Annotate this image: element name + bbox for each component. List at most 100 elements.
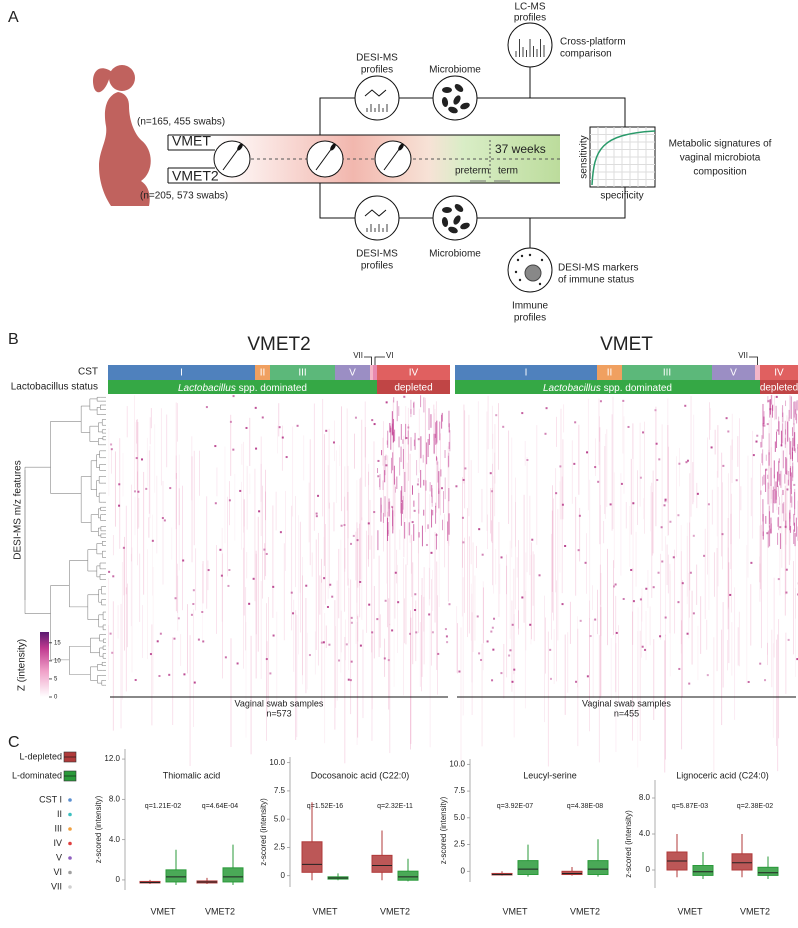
heatmap-texture: [277, 425, 278, 454]
node-label: DESI-MS: [356, 249, 398, 260]
heatmap-texture: [691, 590, 693, 665]
heatmap-texture: [777, 532, 779, 545]
heatmap-texture: [761, 435, 763, 448]
heatmap-texture: [696, 564, 698, 605]
heatmap-texture: [418, 509, 419, 634]
heatmap-texture: [784, 420, 786, 445]
heatmap-texture: [575, 496, 577, 596]
heatmap-texture: [770, 395, 772, 504]
heatmap-texture: [674, 549, 676, 634]
particle: [518, 278, 522, 282]
heatmap-texture: [645, 587, 648, 590]
heatmap-texture: [768, 433, 770, 455]
heatmap-texture: [592, 619, 594, 698]
heatmap-texture: [202, 561, 204, 604]
heatmap-texture: [487, 514, 488, 550]
heatmap-texture: [229, 420, 232, 423]
heatmap-texture: [403, 558, 404, 696]
axis-label: DESI-MS m/z features: [13, 460, 24, 559]
heatmap-texture: [474, 575, 476, 641]
heatmap-texture: [680, 525, 682, 654]
heatmap-texture: [423, 596, 425, 632]
heatmap-texture: [508, 654, 511, 657]
heatmap-texture: [350, 579, 352, 715]
heatmap-texture: [357, 528, 359, 588]
heatmap-texture: [784, 525, 787, 528]
heatmap-texture: [777, 634, 779, 772]
heatmap-texture: [511, 437, 513, 558]
heatmap-texture: [467, 508, 468, 638]
heatmap-texture: [390, 427, 392, 450]
heatmap-texture: [417, 478, 419, 483]
heatmap-texture: [677, 514, 680, 517]
heatmap-texture: [796, 413, 798, 424]
status-label: depleted: [760, 383, 798, 394]
heatmap-texture: [283, 543, 285, 641]
heatmap-texture: [205, 406, 208, 409]
node-circle: [354, 75, 400, 121]
heatmap-texture: [368, 603, 371, 606]
heatmap-texture: [336, 580, 338, 701]
heatmap-texture: [730, 513, 732, 545]
heatmap-texture: [767, 530, 769, 548]
heatmap-texture: [373, 423, 376, 426]
heatmap-texture: [250, 635, 252, 755]
heatmap-texture: [492, 648, 495, 651]
cst-label: IV: [774, 368, 784, 379]
heatmap-texture: [791, 496, 793, 508]
heatmap-texture: [166, 414, 168, 468]
heatmap-texture: [110, 443, 113, 446]
heatmap-texture: [552, 485, 553, 613]
heatmap-texture: [579, 507, 581, 562]
heatmap-texture: [773, 460, 775, 479]
heatmap-texture: [281, 436, 284, 439]
heatmap-texture: [178, 488, 180, 526]
microbe: [453, 95, 461, 105]
heatmap-texture: [359, 644, 362, 647]
heatmap-texture: [364, 427, 366, 487]
heatmap-texture: [709, 402, 710, 440]
heatmap-texture: [393, 571, 395, 687]
heatmap-texture: [664, 500, 667, 503]
heatmap-texture: [275, 491, 277, 531]
heatmap-texture: [666, 544, 668, 586]
heatmap-texture: [313, 403, 315, 531]
heatmap-texture: [787, 421, 789, 442]
heatmap-texture: [729, 593, 732, 596]
heatmap-title: VMET: [600, 334, 653, 355]
heatmap-texture: [134, 679, 137, 682]
heatmap-texture: [763, 424, 766, 427]
sample-label: Vaginal swab samples: [582, 698, 671, 708]
heatmap-texture: [272, 634, 275, 637]
box: [397, 870, 419, 881]
heatmap-texture: [730, 493, 732, 613]
heatmap-texture: [319, 575, 321, 615]
heatmap-texture: [405, 437, 408, 440]
heatmap-texture: [458, 670, 461, 673]
particle: [538, 282, 542, 286]
heatmap-texture: [387, 659, 390, 662]
heatmap-texture: [279, 531, 282, 534]
heatmap-texture: [795, 401, 797, 421]
swab-tip: [237, 143, 243, 151]
heatmap-texture: [428, 408, 430, 431]
heatmap-texture: [416, 483, 419, 486]
heatmap-texture: [333, 502, 335, 532]
heatmap-texture: [561, 603, 564, 606]
heatmap-texture: [137, 422, 139, 529]
chart-title: Docosanoic acid (C22:0): [311, 770, 410, 780]
heatmap-texture: [622, 597, 625, 600]
colorbar-tick-label: 0: [54, 695, 58, 701]
heatmap-texture: [511, 680, 514, 683]
heatmap-texture: [780, 444, 783, 447]
heatmap-texture: [681, 620, 683, 750]
heatmap-texture: [658, 458, 661, 461]
heatmap-texture: [214, 445, 217, 448]
heatmap-texture: [778, 506, 780, 515]
y-tick-label: 5.0: [274, 814, 286, 823]
heatmap-texture: [151, 539, 154, 542]
sample-n: n=455: [614, 708, 639, 718]
heatmap-texture: [236, 662, 239, 665]
heatmap-texture: [328, 643, 331, 646]
heatmap-texture: [555, 468, 557, 593]
